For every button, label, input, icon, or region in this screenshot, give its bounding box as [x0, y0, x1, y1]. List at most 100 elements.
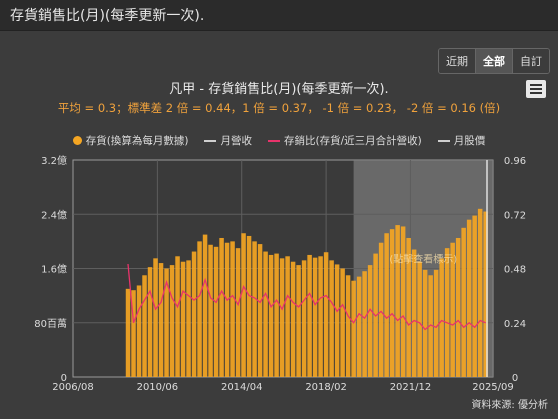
- inventory-bar: [483, 211, 488, 377]
- inventory-bar: [153, 258, 158, 377]
- y-left-tick-label: 0: [61, 373, 67, 384]
- x-tick-label: 2010/06: [137, 382, 179, 393]
- inventory-bar: [241, 233, 246, 377]
- inventory-bar: [246, 235, 252, 377]
- inventory-bar: [202, 234, 208, 377]
- inventory-bar: [197, 241, 202, 377]
- range-all-button[interactable]: 全部: [475, 49, 512, 73]
- inventory-bar: [450, 242, 455, 377]
- inventory-bar: [301, 260, 307, 377]
- inventory-bar: [477, 208, 483, 377]
- inventory-bar: [147, 267, 153, 377]
- inventory-bar: [136, 285, 142, 377]
- ratio-line: [127, 263, 486, 331]
- y-right-tick-label: 0.72: [504, 210, 526, 221]
- inventory-bar: [466, 219, 472, 377]
- inventory-bar: [224, 242, 230, 377]
- inventory-bar: [329, 260, 334, 377]
- inventory-bar: [461, 227, 466, 377]
- inventory-bar: [164, 268, 169, 377]
- inventory-bar: [285, 256, 290, 377]
- inventory-bar: [186, 260, 191, 377]
- range-custom-button[interactable]: 自訂: [512, 49, 549, 73]
- legend-item-price[interactable]: 月股價: [437, 133, 486, 148]
- inventory-bar: [235, 248, 241, 377]
- inventory-bar: [340, 268, 345, 377]
- inventory-bar: [389, 229, 395, 377]
- range-selector: 近期 全部 自訂: [438, 48, 550, 74]
- legend-line-icon: [267, 139, 280, 142]
- x-tick-label: 2014/04: [221, 382, 263, 393]
- inventory-bar: [252, 241, 257, 377]
- inventory-bar: [263, 251, 268, 377]
- inventory-bar: [444, 248, 450, 377]
- hamburger-menu-icon[interactable]: [526, 80, 546, 98]
- legend-item-inventory[interactable]: 存貨(換算為每月數據): [72, 133, 189, 148]
- inventory-bar: [362, 271, 367, 377]
- inventory-bar: [219, 237, 224, 377]
- inventory-bar: [406, 237, 411, 377]
- x-tick-label: 2006/08: [52, 382, 94, 393]
- inventory-bar: [422, 269, 428, 377]
- inventory-bar: [472, 215, 477, 377]
- inventory-bar: [312, 257, 318, 377]
- range-recent-button[interactable]: 近期: [439, 49, 475, 73]
- inventory-bar: [213, 246, 219, 377]
- x-tick-label: 2021/12: [390, 382, 432, 393]
- inventory-bar: [428, 275, 433, 377]
- inventory-bar: [356, 276, 362, 377]
- inventory-bar: [455, 237, 461, 377]
- chart-legend: 存貨(換算為每月數據) 月營收 存銷比(存貨/近三月合計營收) 月股價: [0, 133, 558, 148]
- y-right-tick-label: 0.96: [504, 156, 526, 167]
- inventory-bar: [323, 252, 329, 377]
- inventory-bar: [180, 261, 186, 377]
- y-right-tick-label: 0.24: [504, 319, 526, 330]
- inventory-bar: [439, 258, 444, 377]
- inventory-bar: [395, 225, 400, 377]
- inventory-bar: [296, 265, 301, 377]
- x-tick-label: 2018/02: [305, 382, 347, 393]
- inventory-bar: [378, 242, 384, 377]
- legend-label: 月股價: [453, 135, 486, 147]
- inventory-bar: [268, 254, 274, 377]
- inventory-bar: [175, 256, 180, 377]
- legend-label: 月營收: [220, 135, 252, 147]
- chart-subtitle: 平均 = 0.3；標準差 2 倍 = 0.44，1 倍 = 0.37， -1 倍…: [57, 101, 501, 115]
- inventory-bar: [417, 261, 422, 377]
- legend-label: 存銷比(存貨/近三月合計營收): [283, 135, 422, 147]
- inventory-bar: [191, 251, 197, 377]
- legend-line-icon: [437, 139, 450, 142]
- y-left-tick-label: 2.4億: [41, 208, 67, 221]
- inventory-bar: [279, 258, 285, 377]
- header-bar: 存貨銷售比(月)(每季更新一次).: [0, 0, 558, 31]
- inventory-bar: [345, 275, 351, 377]
- inventory-bar: [433, 269, 439, 377]
- page-title: 存貨銷售比(月)(每季更新一次).: [10, 8, 205, 24]
- inventory-bar: [169, 265, 175, 377]
- chart-title: 凡甲 - 存貨銷售比(月)(每季更新一次).: [169, 82, 389, 97]
- y-left-tick-label: 80百萬: [34, 317, 67, 330]
- highlight-label: (點擊查看標示): [389, 253, 457, 266]
- legend-item-ratio[interactable]: 存銷比(存貨/近三月合計營收): [267, 133, 422, 148]
- x-tick-label: 2025/09: [472, 382, 514, 393]
- legend-label: 存貨(換算為每月數據): [85, 135, 189, 147]
- legend-line-icon: [204, 139, 217, 142]
- inventory-bar: [158, 263, 164, 377]
- inventory-bar: [334, 264, 340, 377]
- inventory-bar: [131, 290, 136, 377]
- y-left-tick-label: 3.2億: [41, 154, 67, 167]
- inventory-bar: [290, 261, 296, 377]
- inventory-bar: [230, 241, 235, 377]
- y-left-tick-label: 1.6億: [41, 263, 67, 276]
- inventory-bar: [318, 256, 323, 377]
- legend-item-revenue[interactable]: 月營收: [204, 133, 252, 148]
- y-right-tick-label: 0.48: [504, 265, 526, 276]
- inventory-bar: [142, 275, 147, 377]
- inventory-bar: [384, 233, 389, 377]
- inventory-bar: [257, 244, 263, 377]
- source-credit: 資料來源: 優分析: [471, 400, 548, 411]
- inventory-bar: [125, 288, 131, 377]
- inventory-bar: [400, 226, 406, 377]
